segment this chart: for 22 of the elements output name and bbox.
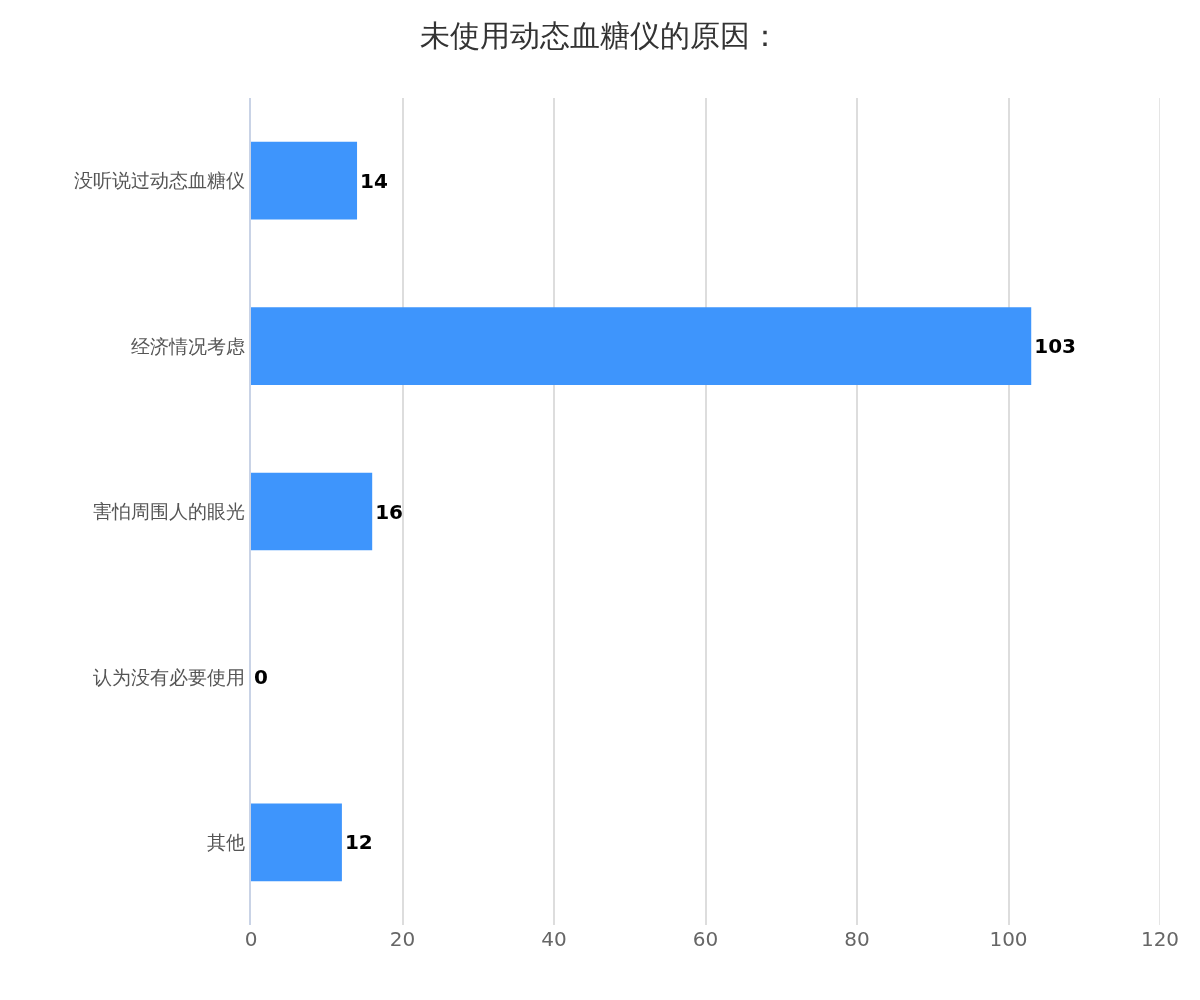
y-tick-label: 没听说过动态血糖仪 [74, 167, 246, 194]
y-tick-label: 认为没有必要使用 [93, 663, 246, 690]
bar [251, 307, 1032, 385]
x-tick-label: 80 [844, 927, 870, 951]
data-label: 0 [254, 664, 268, 689]
y-tick-label: 经济情况考虑 [131, 332, 246, 359]
bar [251, 141, 358, 220]
x-tick-label: 20 [389, 927, 416, 951]
bar [251, 803, 342, 882]
x-tick-label: 0 [244, 927, 258, 951]
x-tick-label: 100 [989, 927, 1028, 951]
data-label: 16 [375, 499, 404, 524]
x-tick-label: 120 [1140, 927, 1180, 951]
y-tick-label: 其他 [207, 828, 246, 855]
x-tick-label: 40 [541, 927, 567, 951]
data-label: 14 [360, 168, 388, 193]
chart-title: 未使用动态血糖仪的原因： [420, 13, 780, 55]
data-label: 103 [1034, 334, 1076, 359]
bar [251, 472, 373, 551]
y-tick-label: 害怕周围人的眼光 [93, 498, 246, 525]
x-tick-label: 60 [692, 927, 719, 951]
data-label: 12 [344, 830, 373, 855]
